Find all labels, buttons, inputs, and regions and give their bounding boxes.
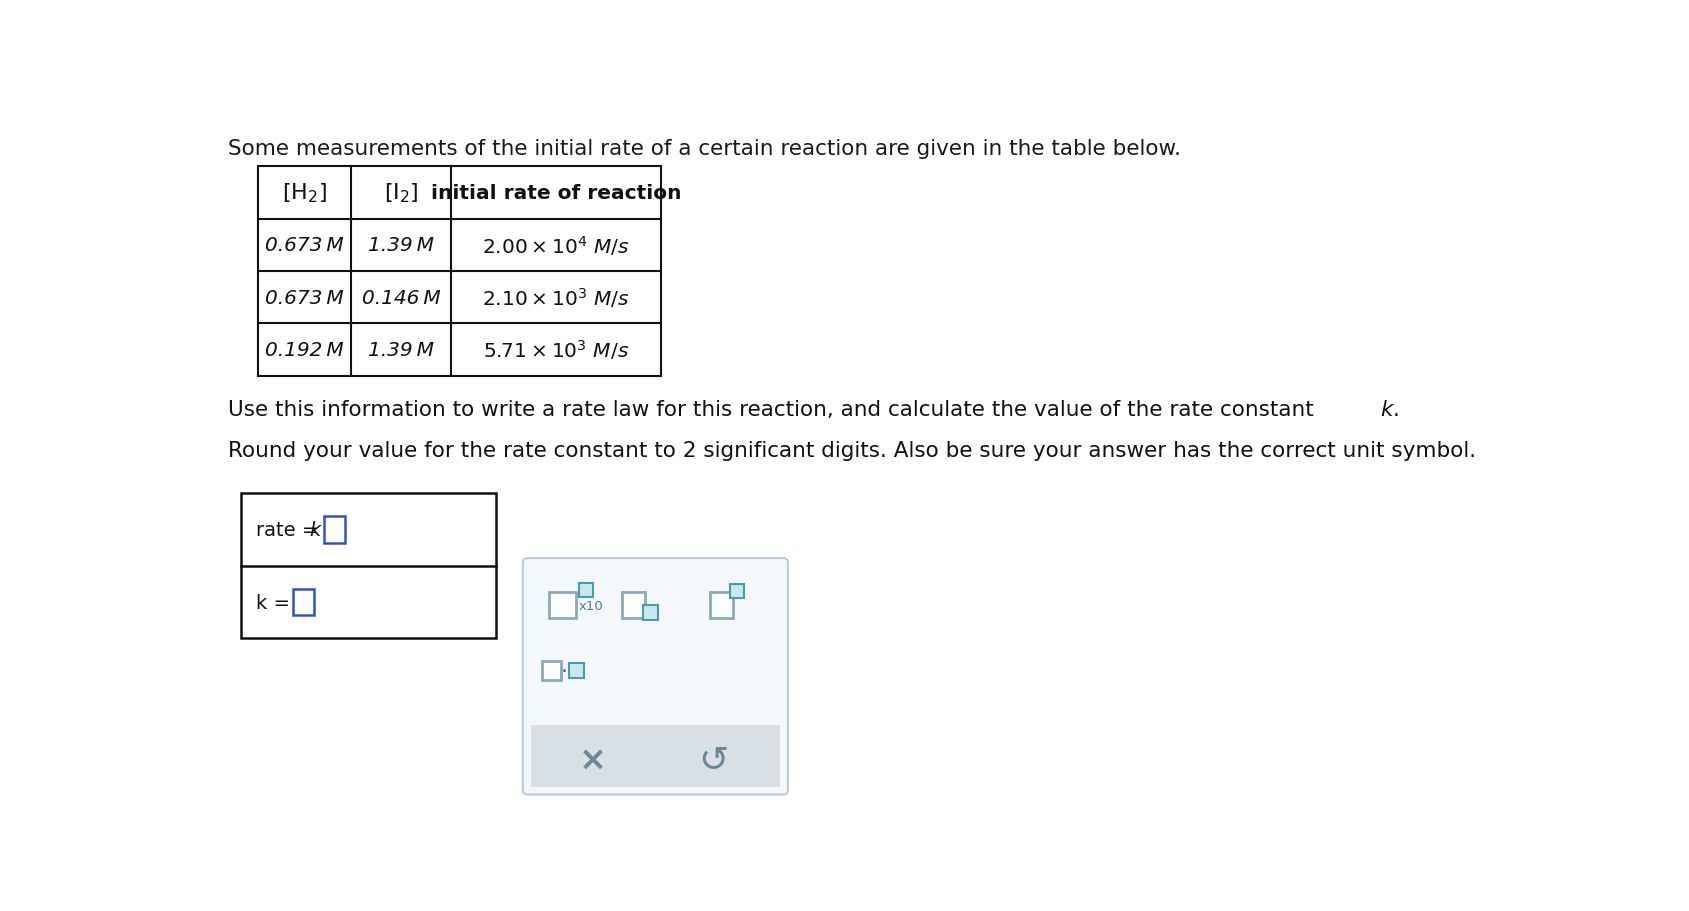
Text: $5.71 \times 10^{3}\ \mathit{M/s}$: $5.71 \times 10^{3}\ \mathit{M/s}$ <box>483 338 628 362</box>
FancyBboxPatch shape <box>522 558 787 794</box>
Bar <box>642 606 659 620</box>
Text: Round your value for the rate constant to 2 significant digits. Also be sure you: Round your value for the rate constant t… <box>228 440 1476 460</box>
Bar <box>294 589 314 616</box>
Text: $\left[\mathrm{I_2}\right]$: $\left[\mathrm{I_2}\right]$ <box>383 181 419 205</box>
Text: 1.39 M: 1.39 M <box>368 236 434 255</box>
Text: 0.673 M: 0.673 M <box>265 236 343 255</box>
Text: $2.10 \times 10^{3}\ \mathit{M/s}$: $2.10 \times 10^{3}\ \mathit{M/s}$ <box>481 286 630 310</box>
Text: ↺: ↺ <box>698 742 728 776</box>
Text: x10: x10 <box>578 599 603 612</box>
Bar <box>258 167 660 376</box>
Text: Some measurements of the initial rate of a certain reaction are given in the tab: Some measurements of the initial rate of… <box>228 138 1181 159</box>
Text: 0.146 M: 0.146 M <box>361 288 441 307</box>
Bar <box>324 517 345 544</box>
Bar <box>542 661 561 680</box>
Bar <box>709 592 733 619</box>
Text: rate =: rate = <box>257 520 324 539</box>
Bar <box>578 583 593 597</box>
Text: 0.192 M: 0.192 M <box>265 341 343 360</box>
Text: ·: · <box>561 660 568 681</box>
Text: Use this information to write a rate law for this reaction, and calculate the va: Use this information to write a rate law… <box>228 400 1321 420</box>
Bar <box>549 592 576 619</box>
Text: $k$.: $k$. <box>1380 400 1398 420</box>
Text: initial rate of reaction: initial rate of reaction <box>431 184 681 202</box>
Bar <box>730 585 745 599</box>
Text: $\left[\mathrm{H_2}\right]$: $\left[\mathrm{H_2}\right]$ <box>282 181 326 205</box>
Bar <box>568 663 584 679</box>
Text: $k$: $k$ <box>309 520 323 539</box>
Text: k =: k = <box>257 593 296 612</box>
Text: 0.673 M: 0.673 M <box>265 288 343 307</box>
Bar <box>622 592 645 619</box>
Bar <box>530 725 780 787</box>
Text: $2.00 \times 10^{4}\ \mathit{M/s}$: $2.00 \times 10^{4}\ \mathit{M/s}$ <box>481 233 630 258</box>
Text: 1.39 M: 1.39 M <box>368 341 434 360</box>
Text: ×: × <box>579 742 606 776</box>
Bar <box>240 494 497 639</box>
